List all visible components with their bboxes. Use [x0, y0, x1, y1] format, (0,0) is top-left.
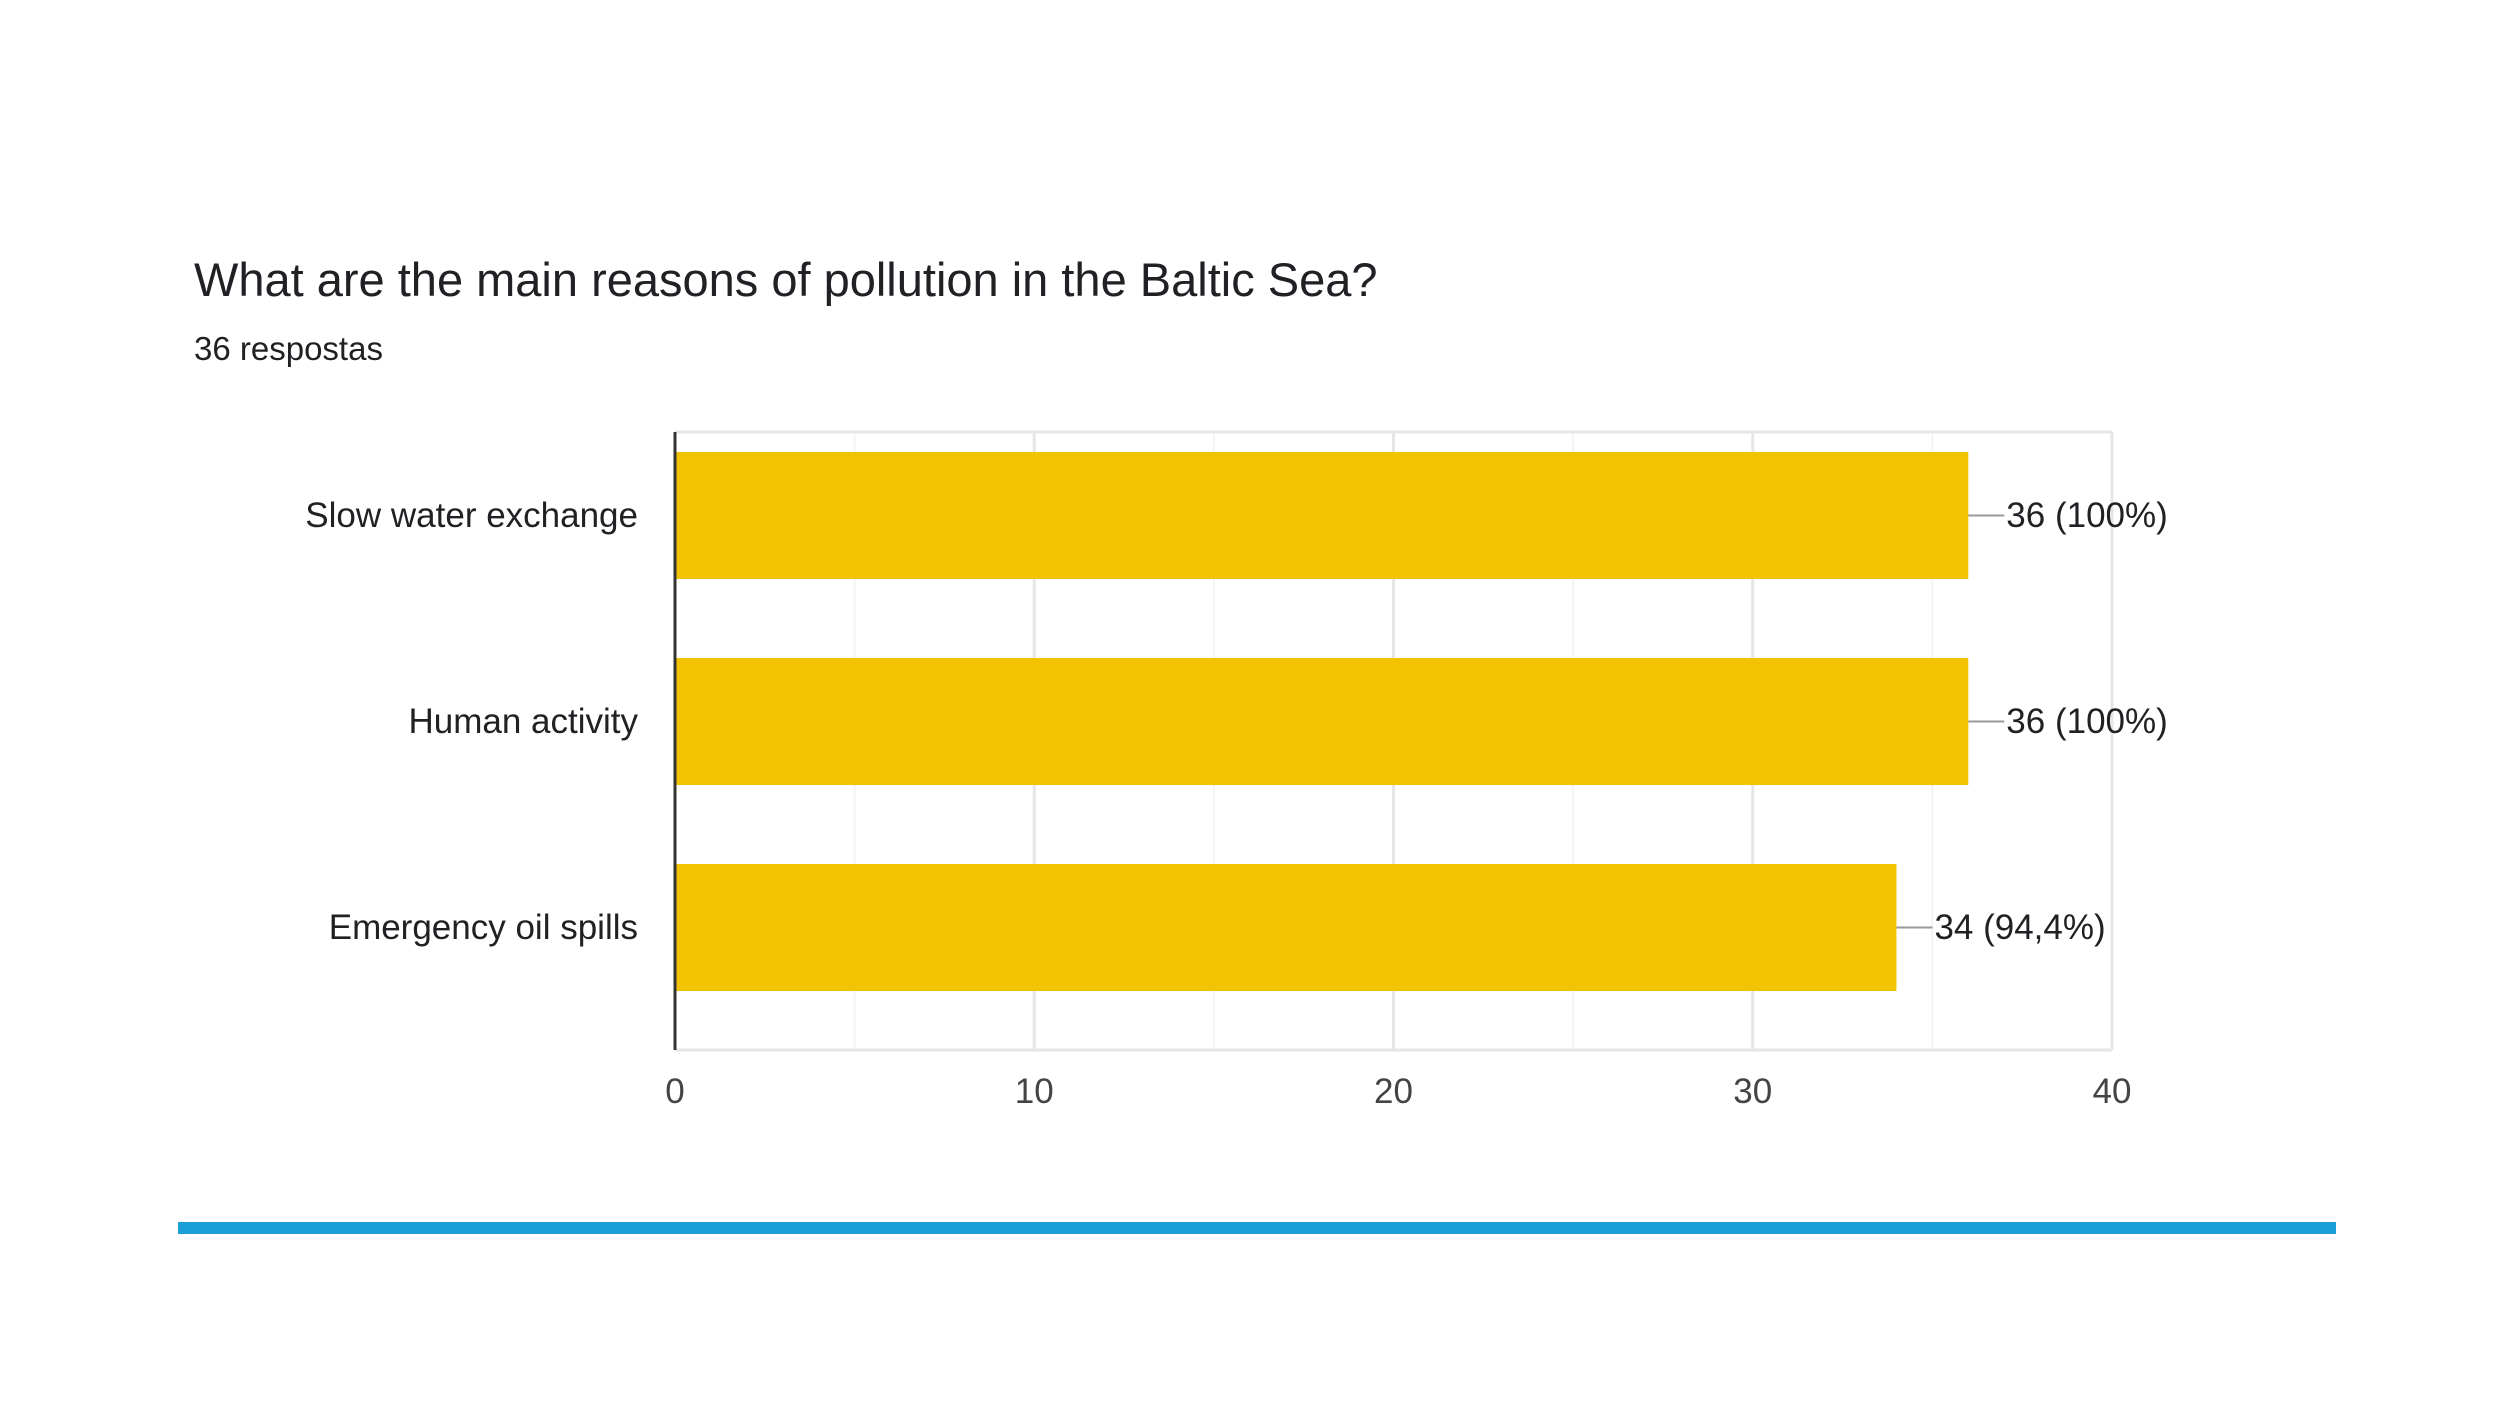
- bars: [675, 452, 1969, 991]
- data-label: 36 (100%): [2006, 702, 2167, 741]
- category-label: Emergency oil spills: [329, 908, 638, 947]
- x-tick-label: 30: [1733, 1072, 1772, 1111]
- labels: Slow water exchange 36 (100%) Human activi…: [305, 496, 2167, 947]
- axes: 0 10 20 30 40: [665, 432, 2131, 1111]
- category-label: Human activity: [408, 702, 638, 741]
- x-tick-label: 40: [2093, 1072, 2132, 1111]
- x-tick-label: 0: [665, 1072, 684, 1111]
- bar: [675, 452, 1969, 579]
- chart-title: What are the main reasons of pollution i…: [194, 253, 1378, 306]
- bar: [675, 658, 1969, 785]
- data-label: 36 (100%): [2006, 496, 2167, 535]
- bottom-accent-rule: [178, 1222, 2336, 1234]
- response-count: 36 respostas: [194, 330, 383, 367]
- data-label: 34 (94,4%): [1934, 908, 2105, 947]
- x-tick-label: 20: [1374, 1072, 1413, 1111]
- bar: [675, 864, 1897, 991]
- x-tick-label: 10: [1015, 1072, 1054, 1111]
- category-label: Slow water exchange: [305, 496, 638, 535]
